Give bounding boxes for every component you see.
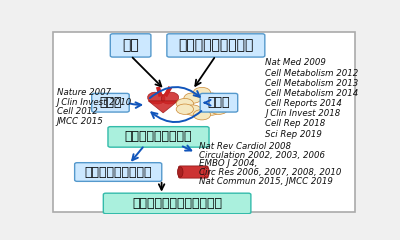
FancyBboxPatch shape <box>103 193 251 214</box>
Text: Nat Commun 2015, JMCC 2019: Nat Commun 2015, JMCC 2019 <box>199 177 333 186</box>
Circle shape <box>210 104 228 114</box>
Ellipse shape <box>204 167 209 177</box>
Text: 心不全: 心不全 <box>99 96 122 109</box>
Text: JMCC 2015: JMCC 2015 <box>57 117 104 126</box>
Circle shape <box>184 105 201 115</box>
Circle shape <box>202 93 220 103</box>
Circle shape <box>184 93 201 103</box>
Circle shape <box>202 105 220 115</box>
Circle shape <box>193 109 210 120</box>
FancyBboxPatch shape <box>200 93 238 112</box>
Circle shape <box>193 87 210 98</box>
FancyBboxPatch shape <box>110 34 151 57</box>
Text: Cell Metabolism 2012: Cell Metabolism 2012 <box>266 69 359 78</box>
Polygon shape <box>148 101 178 113</box>
Text: 糖尿病: 糖尿病 <box>208 96 230 109</box>
FancyBboxPatch shape <box>75 163 162 181</box>
Text: Cell Reports 2014: Cell Reports 2014 <box>266 99 342 108</box>
Circle shape <box>210 98 228 109</box>
Text: Nature 2007: Nature 2007 <box>57 88 111 97</box>
Circle shape <box>176 98 194 109</box>
FancyBboxPatch shape <box>108 127 209 147</box>
Text: Cell Metabolism 2013: Cell Metabolism 2013 <box>266 79 359 88</box>
Ellipse shape <box>178 167 183 177</box>
Text: Nat Rev Cardiol 2008: Nat Rev Cardiol 2008 <box>199 142 291 151</box>
Text: 血管老化・動脈硬化: 血管老化・動脈硬化 <box>84 166 152 179</box>
Text: J Clin Invest 2010: J Clin Invest 2010 <box>57 98 132 107</box>
Text: 加齢: 加齢 <box>122 38 139 52</box>
Text: Cell Rep 2018: Cell Rep 2018 <box>266 120 326 128</box>
FancyBboxPatch shape <box>92 93 129 112</box>
Text: 組織の老化細胞蓄積: 組織の老化細胞蓄積 <box>125 130 192 144</box>
Text: J Clin Invest 2018: J Clin Invest 2018 <box>266 109 341 118</box>
Text: Nat Med 2009: Nat Med 2009 <box>266 59 326 67</box>
Text: 老化関連疾患の発症・進展: 老化関連疾患の発症・進展 <box>132 197 222 210</box>
Text: EMBO J 2004,: EMBO J 2004, <box>199 159 257 168</box>
Text: 過食などのストレス: 過食などのストレス <box>178 38 254 52</box>
Ellipse shape <box>161 92 179 104</box>
Text: Circ Res 2006, 2007, 2008, 2010: Circ Res 2006, 2007, 2008, 2010 <box>199 168 341 177</box>
Ellipse shape <box>148 92 165 104</box>
FancyBboxPatch shape <box>167 34 265 57</box>
Text: Sci Rep 2019: Sci Rep 2019 <box>266 130 322 139</box>
Text: Cell 2012: Cell 2012 <box>57 107 98 116</box>
Circle shape <box>176 104 194 114</box>
FancyBboxPatch shape <box>179 166 208 178</box>
Text: Cell Metabolism 2014: Cell Metabolism 2014 <box>266 89 359 98</box>
Text: Circulation 2002, 2003, 2006: Circulation 2002, 2003, 2006 <box>199 150 325 160</box>
FancyBboxPatch shape <box>53 32 355 212</box>
